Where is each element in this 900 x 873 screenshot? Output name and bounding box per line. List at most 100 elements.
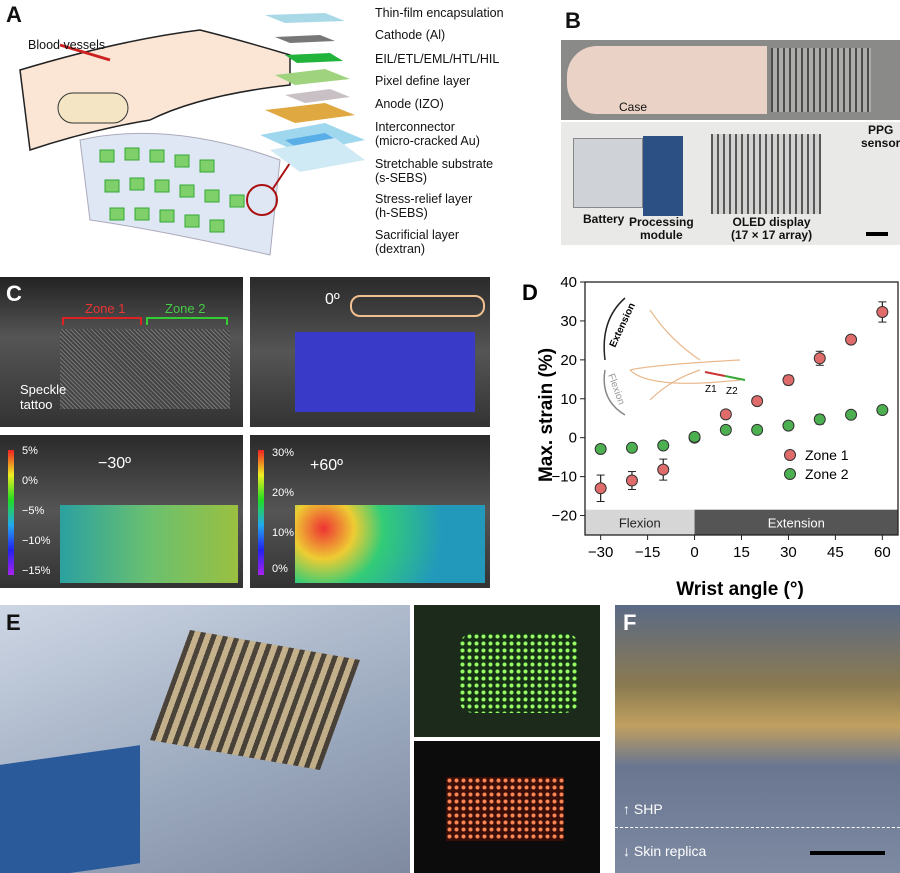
legend-label: Zone 2 <box>805 466 849 482</box>
panel-e: E <box>0 605 605 873</box>
y-tick-label: 20 <box>560 352 577 369</box>
data-point-zone-2 <box>657 439 670 452</box>
panel-b-label: B <box>565 8 581 33</box>
x-tick-label: 45 <box>827 544 844 561</box>
panel-d-label: D <box>522 280 538 305</box>
red-pixel-array <box>446 777 564 841</box>
data-point-zone-1 <box>657 463 670 476</box>
speckle-tattoo <box>60 329 230 409</box>
layer-label: Stress-relief layer (h-SEBS) <box>375 192 473 220</box>
x-tick-label: −15 <box>635 544 660 561</box>
oled-grid <box>711 134 821 214</box>
y-tick-label: −20 <box>552 508 577 525</box>
panel-a: A Blood vessels Thin-film encapsulation … <box>0 0 555 265</box>
skin-replica-label: ↓ Skin replica <box>623 843 707 859</box>
zone2-label: Zone 2 <box>165 301 206 316</box>
panel-e-label: E <box>6 610 21 635</box>
battery-image <box>573 138 643 208</box>
data-point-zone-2 <box>813 413 826 426</box>
strain-map <box>295 505 485 583</box>
data-point-zone-1 <box>845 333 858 346</box>
colorbar-tick: −15% <box>22 565 51 577</box>
data-point-zone-2 <box>625 441 638 454</box>
angle-label: 0º <box>325 291 340 308</box>
device-photo-top: Case <box>561 40 900 120</box>
colorbar-tick: 30% <box>272 447 295 459</box>
data-point-zone-2 <box>688 430 701 443</box>
strain-p60-photo: 30% 20% 10% 0% +60º <box>250 435 490 588</box>
skin-replica-text: Skin replica <box>633 843 707 859</box>
layer-label: Thin-film encapsulation <box>375 6 504 20</box>
zone1-bracket <box>62 317 142 325</box>
y-axis-label: Max. strain (%) <box>536 348 557 482</box>
colorbar-tick: 0% <box>22 475 38 487</box>
x-tick-label: 30 <box>780 544 797 561</box>
panel-b: B Case Battery Processing module OLED di… <box>555 0 900 250</box>
layer-label: Anode (IZO) <box>375 97 444 111</box>
layer-label: Stretchable substrate (s-SEBS) <box>375 157 494 185</box>
data-point-zone-1 <box>625 474 638 487</box>
layer-label: Cathode (Al) <box>375 28 446 42</box>
x-tick-label: 0 <box>690 544 698 561</box>
region-label: Extension <box>768 516 825 531</box>
colorbar-tick: 0% <box>272 563 288 575</box>
strain-0-photo: 0º <box>250 277 490 427</box>
hand-outline <box>350 295 485 317</box>
battery-label: Battery <box>583 212 625 226</box>
speckle-photo: Zone 1 Zone 2 Speckle tattoo <box>0 277 243 427</box>
processing-module-image <box>643 136 683 216</box>
case-image <box>567 46 767 114</box>
layer-label: Pixel define layer <box>375 74 471 88</box>
oled-array <box>149 630 361 770</box>
colorbar-tick: 20% <box>272 487 295 499</box>
speckle-tattoo-label: Speckle tattoo <box>20 382 67 412</box>
data-point-zone-2 <box>719 423 732 436</box>
layer-stack <box>260 13 365 172</box>
wrist-inset <box>603 297 746 416</box>
panel-c-label: C <box>6 281 22 306</box>
data-point-zone-2 <box>594 442 607 455</box>
zone2-bracket <box>146 317 228 325</box>
data-point-zone-1 <box>594 482 607 495</box>
angle-label: +60º <box>310 457 343 474</box>
layer-label: EIL/ETL/EML/HTL/HIL <box>375 52 500 66</box>
zone1-label: Zone 1 <box>85 301 126 316</box>
colorbar-tick: 10% <box>272 527 295 539</box>
y-tick-label: 10 <box>560 391 577 408</box>
strain-m30-photo: 5% 0% −5% −10% −15% −30º <box>0 435 243 588</box>
data-point-zone-1 <box>876 305 889 318</box>
legend-marker <box>784 468 796 480</box>
device-photo-bottom: Battery Processing module OLED display (… <box>561 122 900 245</box>
colorbar-tick: −5% <box>22 505 45 517</box>
data-point-zone-1 <box>751 395 764 408</box>
region-band <box>585 509 695 535</box>
data-point-zone-1 <box>813 352 826 365</box>
pcb-board <box>0 745 140 873</box>
region-label: Flexion <box>619 516 661 531</box>
panel-f: F ↑ SHP ↓ Skin replica <box>615 605 900 873</box>
device-on-skin-photo <box>0 605 410 873</box>
panel-f-label: F <box>623 610 637 635</box>
data-point-zone-2 <box>845 408 858 421</box>
layer-label: Sacrificial layer (dextran) <box>375 228 460 256</box>
red-emission-photo <box>414 741 600 873</box>
colorbar-tick: 5% <box>22 445 38 457</box>
data-point-zone-2 <box>782 419 795 432</box>
oled-display-label: OLED display (17 × 17 array) <box>731 215 813 242</box>
region-band <box>694 509 898 535</box>
oled-grid <box>771 48 871 112</box>
data-point-zone-1 <box>719 408 732 421</box>
colorbar <box>258 450 264 575</box>
y-tick-label: −10 <box>552 469 577 486</box>
panel-a-label: A <box>6 2 22 27</box>
scale-bar <box>866 232 888 236</box>
x-tick-label: −30 <box>588 544 613 561</box>
colorbar <box>8 450 14 575</box>
scale-bar <box>810 851 885 855</box>
case-label: Case <box>619 100 648 114</box>
layer-label: Interconnector (micro-cracked Au) <box>375 120 480 148</box>
strain-map <box>60 505 238 583</box>
plot-frame <box>584 281 899 536</box>
inset-z2-label: Z2 <box>726 386 738 397</box>
inset-flexion-label: Flexion <box>605 372 626 406</box>
